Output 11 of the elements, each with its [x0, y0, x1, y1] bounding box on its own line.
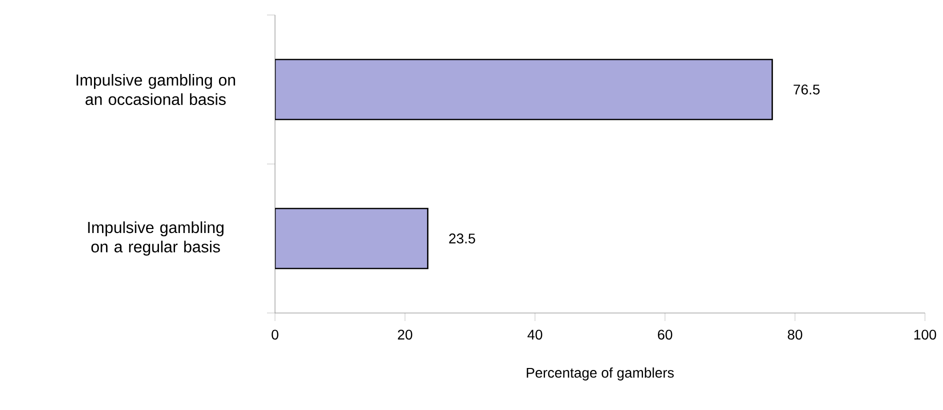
x-tick-label: 40	[528, 330, 542, 340]
y-tick-label: Impulsive gambling on an occasional basis	[76, 74, 236, 106]
x-tick-label: 0	[272, 330, 278, 340]
data-label: 76.5	[794, 84, 820, 94]
data-label: 23.5	[449, 234, 476, 244]
x-axis-title: Percentage of gamblers	[526, 367, 674, 380]
y-tick-label: Impulsive gambling on a regular basis	[88, 221, 224, 256]
x-tick-label: 20	[398, 330, 412, 340]
x-tick-label: 60	[658, 330, 672, 340]
x-tick-label: 80	[788, 330, 802, 340]
x-tick-label: 100	[914, 330, 936, 340]
